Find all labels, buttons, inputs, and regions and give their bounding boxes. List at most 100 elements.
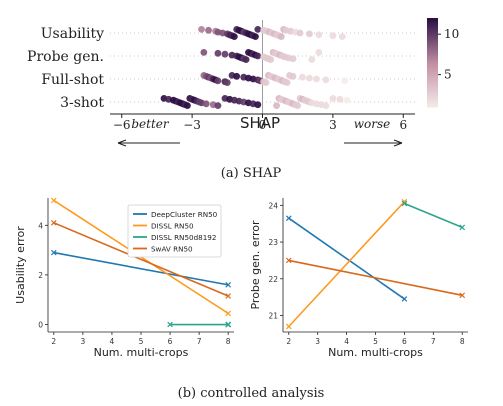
colorbar-step [427, 86, 438, 90]
colorbar-step [427, 93, 438, 97]
colorbar-step [427, 26, 438, 30]
series-line [288, 259, 463, 297]
shap-point [306, 30, 313, 38]
shap-point [277, 33, 285, 40]
colorbar-step [427, 98, 438, 101]
colorbar-step [427, 18, 438, 21]
series-marker [225, 282, 232, 288]
shap-point [343, 96, 351, 104]
x-tick-label: 3 [315, 337, 320, 346]
x-tick-label: 3 [80, 337, 85, 346]
colorbar-step [427, 31, 438, 35]
x-tick-label: 7 [431, 337, 436, 346]
legend: DeepCluster RN50 DISSL RN50 DISSL RN50d819… [127, 204, 222, 258]
colorbar-step [427, 91, 438, 95]
shap-point [315, 31, 323, 39]
x-tick-label: 6 [399, 118, 407, 132]
series-marker [50, 219, 57, 226]
legend-label: DISSL RN50 [151, 222, 194, 231]
series-marker [167, 321, 173, 328]
category-label: Usability [41, 26, 104, 42]
x-tick-label: 7 [197, 337, 202, 346]
colorbar-step [427, 20, 438, 23]
colorbar-step [427, 35, 438, 39]
shap-point [308, 56, 316, 63]
colorbar-step [427, 73, 438, 77]
shap-point [329, 32, 337, 40]
y-axis-label: Probe gen. error [249, 220, 262, 310]
colorbar-step [427, 22, 438, 26]
legend-label: SwAV RN50 [151, 245, 193, 254]
shap-point [289, 72, 297, 80]
shap-point [313, 75, 320, 83]
colorbar-step [427, 78, 438, 81]
y-tick-label: 0 [38, 321, 43, 330]
colorbar-step [427, 89, 438, 92]
colorbar-step [427, 51, 438, 55]
shap-point [306, 74, 313, 82]
colorbar-tick-label: 10 [444, 27, 459, 41]
shap-point [262, 79, 270, 86]
shap-point [205, 26, 212, 34]
x-tick-label: 4 [344, 337, 349, 346]
shap-point [289, 55, 297, 63]
shap-point [283, 79, 291, 86]
colorbar-step [427, 104, 438, 108]
shap-point [252, 33, 259, 40]
x-axis-label: Num. multi-crops [94, 346, 189, 359]
colorbar-step [427, 66, 438, 70]
shap-point [200, 49, 208, 56]
shap-point [296, 29, 304, 37]
series-marker [285, 323, 292, 330]
legend-box [127, 204, 222, 258]
shap-panel: Usability Probe gen. Full-shot 3-shot −6 −3 0 3… [27, 18, 459, 132]
x-tick-label: 6 [402, 337, 407, 346]
y-axis-label: Usability error [14, 226, 27, 304]
y-tick-label: 4 [38, 221, 43, 230]
colorbar-step [427, 24, 438, 28]
colorbar-step [427, 29, 438, 32]
colorbar-step [427, 100, 438, 104]
y-tick-label: 24 [268, 201, 278, 210]
shap-point [298, 73, 306, 81]
annotation-better: better [131, 117, 170, 131]
series-marker [225, 293, 232, 299]
y-tick-label: 22 [268, 275, 278, 284]
shap-point [267, 56, 275, 63]
x-tick-label: 2 [286, 337, 291, 346]
colorbar-tick-label: 5 [444, 68, 452, 82]
shap-point [214, 77, 222, 85]
colorbar-step [427, 55, 438, 59]
y-tick-label: 23 [268, 238, 278, 247]
shap-point [223, 79, 231, 86]
shap-point [294, 102, 302, 109]
colorbar-step [427, 75, 438, 79]
colorbar-step [427, 80, 438, 84]
caption-a: (a) SHAP [221, 166, 282, 181]
colorbar-step [427, 53, 438, 57]
series-line [404, 202, 463, 229]
series-marker [401, 296, 408, 302]
colorbar-step [427, 82, 438, 86]
colorbar-step [427, 42, 438, 46]
shap-point [214, 49, 222, 57]
category-label: Probe gen. [27, 49, 104, 65]
x-tick-label: 2 [51, 337, 56, 346]
x-tick-label: −6 [113, 118, 131, 132]
shap-point [242, 56, 250, 63]
shap-point [198, 26, 205, 33]
shap-point [336, 95, 344, 103]
worse-arrow [344, 139, 403, 147]
x-tick-label: 4 [110, 337, 115, 346]
colorbar-step [427, 33, 438, 37]
shap-xlabel: SHAP [240, 114, 280, 132]
x-tick-label: 3 [329, 118, 337, 132]
series-marker [459, 292, 466, 299]
y-tick-label: 21 [268, 311, 278, 320]
annotation-worse: worse [354, 117, 391, 131]
shap-point [338, 33, 346, 40]
x-tick-label: 0 [259, 118, 267, 132]
shap-point [341, 77, 349, 85]
shap-point [254, 26, 262, 33]
